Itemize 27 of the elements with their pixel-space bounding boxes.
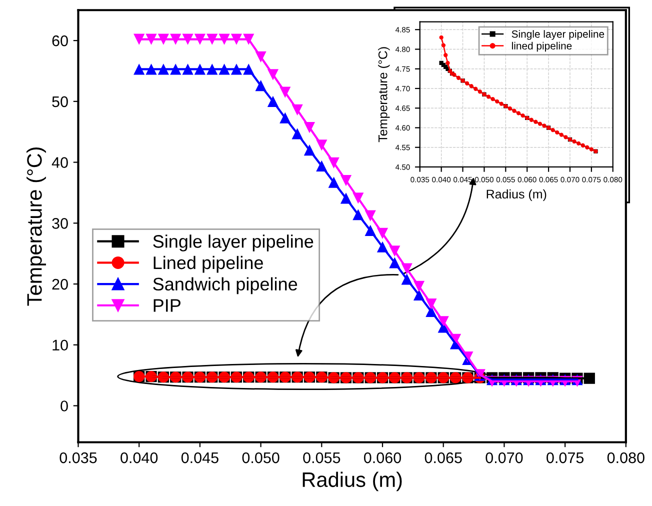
x-tick-label: 0.040 [120,452,158,464]
x-tick-label: 0.055 [303,452,340,464]
legend-label: Single layer pipeline [153,234,314,252]
y-tick-label: 30 [52,218,68,229]
x-tick-label: 0.070 [486,452,523,464]
y-axis-title: Temperature (°C) [378,47,390,142]
y-tick-label: 0 [60,400,68,412]
y-tick-label: 20 [52,278,68,290]
y-axis-title: Temperature (°C) [26,147,46,306]
x-axis-title: Radius (m) [302,472,402,492]
x-tick-label: 0.060 [364,452,402,464]
legend-label: Lined pipeline [154,256,263,273]
legend-label: PIP [154,299,180,312]
y-tick-label: 40 [52,157,68,168]
legend-label: lined pipeline [512,42,572,52]
y-tick-label: 10 [52,340,68,351]
x-tick-label: 0.050 [242,452,280,464]
x-tick-label: 0.080 [607,452,644,464]
x-axis-title: Radius (m) [486,189,546,202]
x-tick-label: 0.065 [424,452,462,464]
y-tick-label: 50 [52,96,68,108]
x-tick-label: 0.035 [60,452,97,464]
x-tick-label: 0.045 [181,452,218,464]
legend-label: Single layer pipeline [512,30,604,40]
y-tick-label: 60 [52,35,68,46]
x-tick-label: 0.075 [546,452,584,464]
legend-label: Sandwich pipeline [153,277,298,294]
